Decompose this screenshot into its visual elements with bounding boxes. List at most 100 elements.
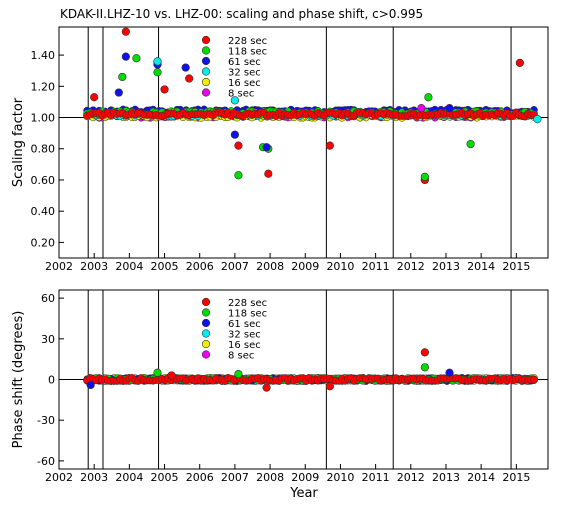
outlier-point	[230, 130, 239, 139]
x-tick-label: 2004	[115, 260, 143, 273]
x-tick-label: 2014	[467, 260, 495, 273]
scaling-factor-panel: 2002 2003 2004 2005 2006 2007 2008 2009 2010 2011…	[11, 26, 549, 273]
y-tick-label: -30	[37, 414, 55, 427]
y-axis-label: Phase shift (degrees)	[11, 311, 26, 449]
outlier-point	[445, 368, 454, 377]
x-tick-label: 2013	[432, 471, 460, 484]
outlier-point	[121, 52, 130, 61]
outlier-point	[515, 58, 524, 67]
x-tick-label: 2015	[502, 260, 530, 273]
y-tick-label: 0	[48, 374, 55, 387]
chart-title: KDAK-II.LHZ-10 vs. LHZ-00: scaling and p…	[60, 7, 423, 21]
legend-marker	[201, 350, 211, 359]
outlier-point	[234, 171, 243, 180]
x-tick-label: 2008	[256, 260, 284, 273]
x-tick-label: 2003	[80, 471, 108, 484]
legend-label: 32 sec	[228, 330, 261, 341]
plot-frame	[58, 26, 549, 259]
outlier-point	[118, 72, 127, 82]
x-tick-label: 2002	[45, 260, 73, 273]
y-tick-label: -60	[37, 455, 55, 468]
outlier-point	[90, 93, 99, 102]
legend-marker	[201, 339, 211, 349]
legend-label: 32 sec	[228, 68, 261, 79]
outlier-point	[167, 371, 176, 380]
legend-label: 16 sec	[228, 340, 261, 351]
x-tick-label: 2006	[186, 471, 214, 484]
legend-label: 228 sec	[228, 36, 267, 47]
x-tick-label: 2015	[502, 471, 530, 484]
legend-marker	[201, 77, 211, 87]
outlier-point	[325, 382, 334, 391]
outlier-point	[121, 27, 130, 36]
legend-marker	[201, 308, 211, 317]
legend-marker	[201, 318, 211, 328]
y-axis-label: Scaling factor	[11, 97, 26, 187]
outlier-point	[185, 74, 194, 83]
legend-marker	[201, 329, 211, 338]
legend-label: 16 sec	[228, 78, 261, 89]
x-axis-label: Year	[289, 486, 318, 501]
legend-label: 61 sec	[228, 319, 261, 330]
legend-marker	[201, 297, 211, 307]
x-tick-label: 2014	[467, 471, 495, 484]
x-tick-label: 2013	[432, 260, 460, 273]
y-tick-label: 30	[41, 333, 55, 346]
legend-marker	[201, 88, 211, 97]
outlier-point	[132, 54, 141, 63]
y-tick-label: 60	[41, 292, 55, 305]
x-tick-label: 2004	[115, 471, 143, 484]
legend-label: 118 sec	[228, 47, 267, 58]
y-tick-label: 0.80	[31, 143, 56, 156]
legend-marker	[201, 46, 211, 55]
y-tick-label: 0.20	[31, 236, 56, 249]
y-tick-label: 1.40	[31, 49, 56, 62]
legend-marker	[201, 67, 211, 76]
x-tick-label: 2009	[291, 471, 319, 484]
outlier-point	[445, 104, 454, 113]
outlier-point	[420, 363, 429, 372]
legend-label: 8 sec	[228, 89, 254, 100]
outlier-point	[420, 348, 429, 357]
data-point	[530, 375, 538, 384]
outlier-point	[325, 141, 334, 150]
x-tick-label: 2011	[362, 471, 390, 484]
outlier-point	[86, 380, 95, 390]
outlier-point	[420, 172, 429, 181]
x-tick-label: 2012	[397, 471, 425, 484]
x-tick-label: 2010	[326, 260, 354, 273]
outlier-point	[466, 139, 475, 149]
outlier-point	[262, 143, 271, 152]
legend-marker	[201, 35, 211, 45]
outlier-point	[181, 63, 190, 72]
outlier-point	[153, 57, 162, 66]
outlier-point	[153, 68, 162, 77]
x-tick-label: 2005	[151, 471, 179, 484]
x-tick-label: 2002	[45, 471, 73, 484]
outlier-point	[234, 369, 243, 379]
x-tick-label: 2005	[151, 260, 179, 273]
x-tick-label: 2008	[256, 471, 284, 484]
outlier-point	[114, 88, 123, 97]
outlier-point	[234, 141, 243, 150]
x-tick-label: 2011	[362, 260, 390, 273]
outlier-point	[533, 114, 542, 124]
legend-label: 8 sec	[228, 351, 254, 362]
x-tick-label: 2003	[80, 260, 108, 273]
outlier-point	[424, 93, 433, 102]
outlier-point	[153, 368, 162, 377]
legend-label: 61 sec	[228, 57, 261, 68]
outlier-point	[262, 383, 271, 392]
y-tick-label: 1.00	[31, 112, 56, 125]
y-tick-label: 0.60	[31, 174, 56, 187]
outlier-point	[230, 96, 239, 105]
outlier-point	[417, 104, 426, 113]
legend-label: 118 sec	[228, 309, 267, 320]
x-tick-label: 2006	[186, 260, 214, 273]
outlier-point	[160, 85, 169, 94]
x-tick-label: 2010	[326, 471, 354, 484]
x-tick-label: 2012	[397, 260, 425, 273]
y-tick-label: 1.20	[31, 80, 56, 93]
x-tick-label: 2007	[221, 471, 249, 484]
